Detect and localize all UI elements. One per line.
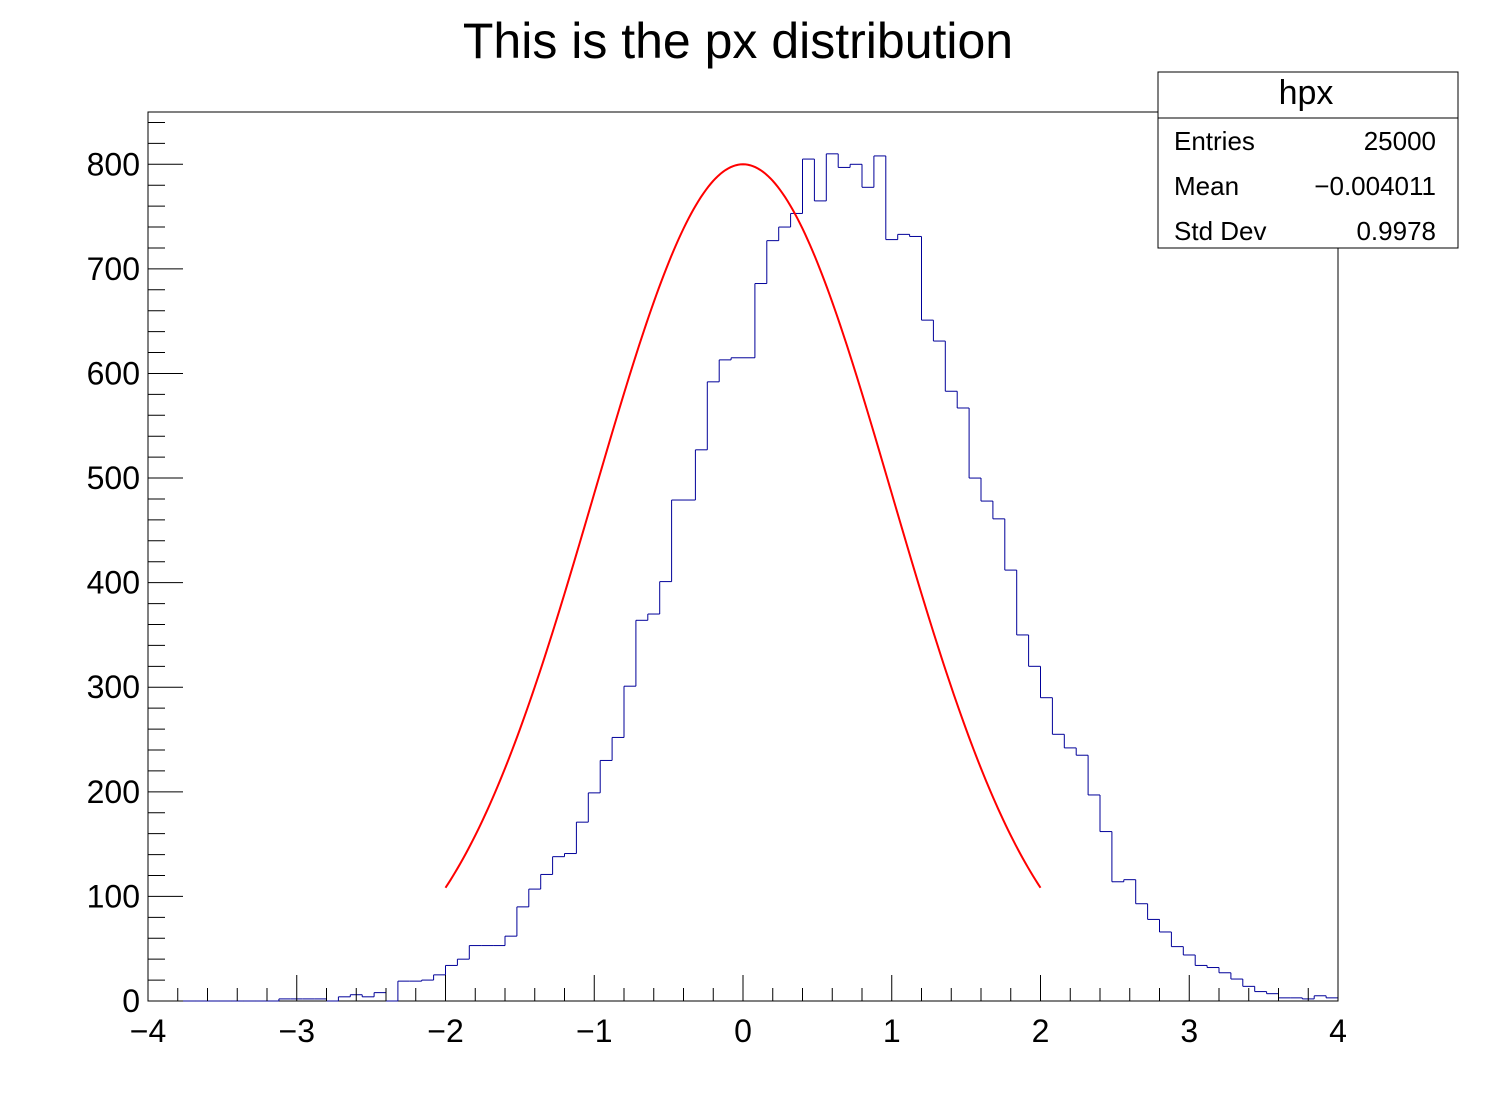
axis-layer: −4 −3 −2 −1 0 1 2 3 4 0 100 200 300 400 500 600 700 800 (87, 121, 1347, 1049)
gaussian-fit-curve (444, 163, 1042, 889)
x-tick-label-4: 0 (734, 1013, 752, 1049)
y-tick-label-3: 300 (87, 669, 140, 705)
chart-title: This is the px distribution (463, 13, 1013, 69)
x-tick-label-3: −1 (576, 1013, 612, 1049)
y-tick-label-5: 500 (87, 460, 140, 496)
y-tick-label-6: 600 (87, 355, 140, 391)
stats-box: hpx Entries 25000 Mean −0.004011 Std Dev… (1157, 71, 1459, 249)
stats-entries-value: 25000 (1364, 126, 1436, 156)
stats-entries-label: Entries (1174, 126, 1255, 156)
stats-stddev-value: 0.9978 (1356, 216, 1436, 246)
x-tick-label-7: 3 (1180, 1013, 1198, 1049)
histogram-layer (148, 153, 1338, 1002)
stats-stddev-label: Std Dev (1174, 216, 1267, 246)
x-tick-label-2: −2 (427, 1013, 463, 1049)
stats-mean-value: −0.004011 (1314, 171, 1436, 201)
y-tick-label-2: 200 (87, 774, 140, 810)
x-tick-label-0: −4 (130, 1013, 166, 1049)
stats-box-frame (1157, 71, 1459, 249)
x-tick-label-5: 1 (883, 1013, 901, 1049)
y-tick-label-0: 0 (122, 983, 140, 1019)
x-tick-label-1: −3 (279, 1013, 315, 1049)
y-tick-label-1: 100 (87, 878, 140, 914)
fit-layer (444, 163, 1042, 889)
y-tick-label-7: 700 (87, 251, 140, 287)
stats-box-title: hpx (1279, 74, 1334, 112)
y-tick-label-4: 400 (87, 565, 140, 601)
x-tick-label-8: 4 (1329, 1013, 1347, 1049)
x-tick-label-6: 2 (1032, 1013, 1050, 1049)
stats-mean-label: Mean (1174, 171, 1239, 201)
y-tick-label-8: 800 (87, 146, 140, 182)
